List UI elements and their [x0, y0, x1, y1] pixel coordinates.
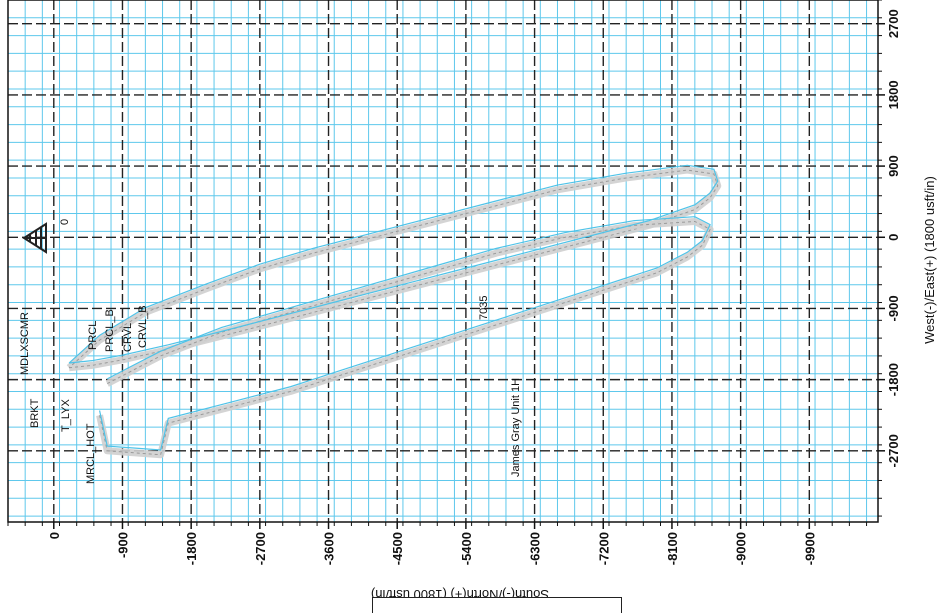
annotation-james-gray-unit-1h: James Gray Unit 1H — [510, 378, 522, 477]
y-tick-label: 2700 — [886, 9, 901, 38]
series-layer — [66, 166, 722, 459]
well-rig-icon — [22, 222, 47, 254]
annotation-prcl-b: PRCL_B — [104, 309, 116, 352]
x-tick-label: 0 — [47, 532, 62, 539]
plan-line-2 — [98, 216, 711, 451]
plot-frame — [7, 0, 879, 523]
plan-line-1 — [68, 164, 719, 364]
series-line-1-core — [68, 169, 719, 369]
annotation-mdlxscmr: MDLXSCMR — [19, 312, 31, 375]
y-tick-label: -900 — [886, 295, 901, 321]
x-tick-label: -900 — [115, 532, 130, 558]
annotations: MDLXSCMR BRKT T_LYX MRCL_HOT PRCL PRCL_B… — [19, 219, 522, 484]
x-tick-label: -9000 — [734, 532, 749, 565]
y-axis: 2700 1800 900 0 -900 -1800 -2700 — [878, 0, 901, 517]
series-line-2-core — [99, 220, 711, 456]
y-tick-label: 0 — [886, 234, 901, 241]
minor-grid — [7, 0, 878, 522]
annotation-7035: 7035 — [478, 296, 490, 320]
y-tick-label: 1800 — [886, 80, 901, 109]
legend-box — [372, 597, 622, 613]
x-tick-label: -3600 — [322, 532, 337, 565]
x-tick-label: -6300 — [528, 532, 543, 565]
x-tick-label: -2700 — [253, 532, 268, 565]
annotation-brkt: BRKT — [29, 398, 41, 428]
annotation-crvl: CRVL — [122, 323, 134, 352]
x-tick-label: -4500 — [390, 532, 405, 565]
annotation-mrcl-hot: MRCL_HOT — [85, 423, 97, 484]
x-tick-label: -1800 — [184, 532, 199, 565]
plan-lines — [68, 164, 719, 451]
y-tick-label: -2700 — [886, 434, 901, 467]
annotation-crvl-b: CRVL_B — [137, 305, 149, 348]
x-tick-label: -9900 — [802, 532, 817, 565]
y-tick-label: -1800 — [886, 363, 901, 396]
x-tick-label: -8100 — [665, 532, 680, 565]
major-grid — [8, 0, 878, 522]
y-axis-title: West(-)/East(+) (1800 usft/in) — [922, 176, 937, 344]
y-tick-label: 900 — [886, 155, 901, 177]
x-axis: 0 -900 -1800 -2700 -3600 -4500 -5400 -6300 -7200… — [7, 522, 868, 565]
annotation-t-lyx: T_LYX — [60, 399, 72, 432]
annotation-zero: 0 — [59, 219, 71, 225]
annotation-prcl: PRCL — [87, 321, 99, 350]
x-tick-label: -5400 — [459, 532, 474, 565]
x-tick-label: -7200 — [596, 532, 611, 565]
